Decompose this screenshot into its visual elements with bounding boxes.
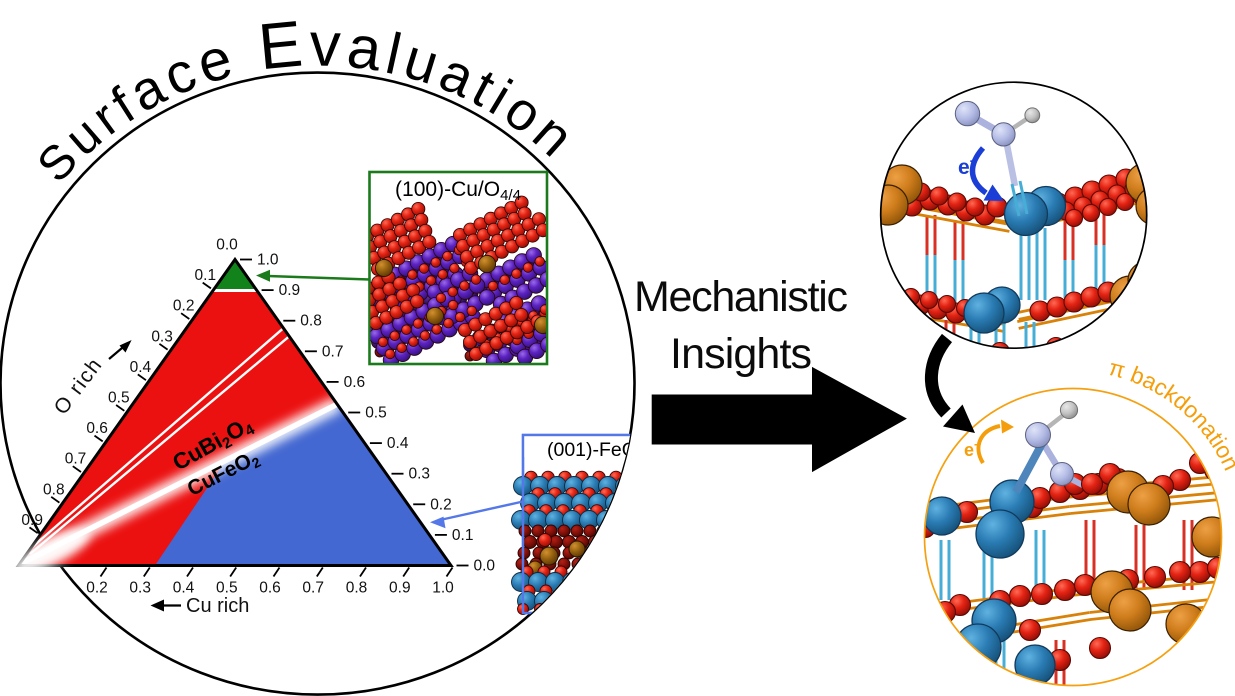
svg-text:0.7: 0.7 [65,451,87,468]
svg-text:0.1: 0.1 [452,527,474,544]
svg-text:0.3: 0.3 [409,466,431,483]
svg-text:e-: e- [964,437,978,460]
svg-text:0.3: 0.3 [151,328,173,345]
svg-text:0.8: 0.8 [43,481,65,498]
svg-text:0.6: 0.6 [344,374,366,391]
svg-text:0.0: 0.0 [474,558,496,575]
svg-text:(100)-Cu/O4/4: (100)-Cu/O4/4 [395,178,521,204]
svg-text:0.9: 0.9 [389,580,411,597]
svg-text:Insights: Insights [670,330,812,378]
svg-text:0.2: 0.2 [173,298,195,315]
svg-text:Mechanistic: Mechanistic [634,273,848,321]
svg-text:0.0: 0.0 [216,237,238,254]
svg-text:Cu rich: Cu rich [186,595,249,617]
svg-text:Surface Evaluation: Surface Evaluation [28,6,590,192]
svg-text:(001)-FeO: (001)-FeO [547,439,637,461]
svg-text:O rich: O rich [50,353,107,419]
svg-text:0.5: 0.5 [365,405,387,422]
svg-text:0.2: 0.2 [430,496,452,513]
svg-text:0.6: 0.6 [259,580,281,597]
svg-text:0.4: 0.4 [130,359,152,376]
svg-text:π backdonation: π backdonation [1106,354,1235,474]
svg-text:0.9: 0.9 [279,282,301,299]
svg-text:0.7: 0.7 [302,580,324,597]
svg-text:0.1: 0.1 [195,267,217,284]
svg-text:0.6: 0.6 [86,420,108,437]
svg-text:1.0: 1.0 [432,580,454,597]
svg-text:1.0: 1.0 [257,252,279,269]
svg-text:0.5: 0.5 [216,580,238,597]
svg-text:0.8: 0.8 [300,313,322,330]
svg-text:0.4: 0.4 [387,435,409,452]
svg-text:0.3: 0.3 [129,580,151,597]
svg-text:0.8: 0.8 [346,580,368,597]
svg-text:0.2: 0.2 [86,580,108,597]
svg-text:0.9: 0.9 [21,512,43,529]
svg-text:0.4: 0.4 [173,580,195,597]
svg-text:0.5: 0.5 [108,390,130,407]
svg-text:0.7: 0.7 [322,343,344,360]
